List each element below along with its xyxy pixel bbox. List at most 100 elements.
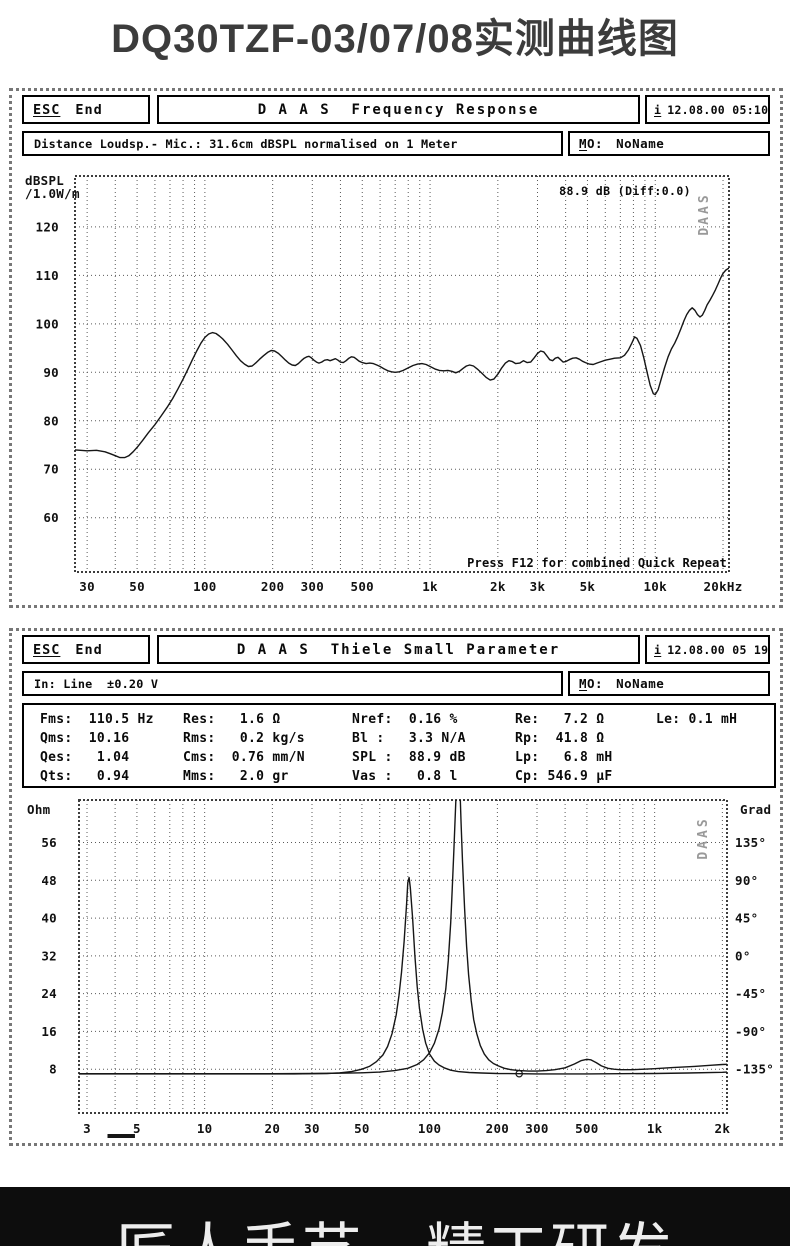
ts-param-cell: Qms: 10.16: [40, 731, 130, 746]
x-axis-tick-label: 10k: [643, 579, 667, 594]
plot-frame: [74, 175, 730, 573]
x-axis-tick-label: 300: [301, 579, 324, 594]
y-axis-tick-label: 48: [41, 873, 57, 888]
ts-input-level: In: Line ±0.20 V: [22, 671, 563, 696]
ts-param-cell: [656, 729, 774, 748]
ts-input-level-text: In: Line ±0.20 V: [34, 676, 159, 691]
y2-axis-unit-label: Grad: [740, 802, 771, 817]
footer-banner-text: 匠人手艺，精工研发: [0, 1187, 790, 1246]
x-axis-tick-label: 3: [83, 1121, 91, 1136]
y2-axis-tick-label: 135°: [735, 835, 766, 850]
daas-logo: DAAS: [696, 816, 711, 860]
fr-measure-subtitle: Distance Loudsp.- Mic.: 31.6cm dBSPL nor…: [22, 131, 563, 156]
impedance-curve-free-air: [79, 800, 727, 1075]
y2-axis-tick-label: 90°: [735, 873, 758, 888]
x-axis-tick-label: 30: [304, 1121, 320, 1136]
page-title: DQ30TZF-03/07/08实测曲线图: [111, 17, 679, 61]
y2-axis-tick-label: 0°: [735, 948, 751, 963]
y-axis-tick-label: 24: [41, 986, 57, 1001]
x-axis-tick-label: 2k: [490, 579, 506, 594]
end-key-label[interactable]: End: [75, 101, 103, 118]
ts-param-cell: Lp: 6.8 mH: [515, 750, 613, 765]
ts-param-cell: Rms: 0.2 kg/s: [183, 731, 305, 746]
ts-param-cell: Vas : 0.8 l: [352, 769, 458, 784]
y-axis-tick-label: 40: [41, 911, 57, 926]
ts-datetime: 12.08.00 05 19: [667, 642, 769, 657]
x-axis-tick-label: 5k: [580, 579, 596, 594]
ts-window-title: D A A S Thiele Small Parameter: [157, 635, 640, 664]
x-axis-tick-label: 100: [193, 579, 216, 594]
y-axis-tick-label: 8: [49, 1062, 57, 1077]
ts-param-cell: Nref: 0.16 %: [352, 712, 458, 727]
ts-mo-field[interactable]: MO: NoName: [568, 671, 770, 696]
ts-param-cell: Mms: 2.0 gr: [183, 769, 289, 784]
y-axis-tick-label: 90: [43, 365, 59, 380]
esc-end-button[interactable]: ESC End: [22, 95, 150, 124]
ts-param-row: Qms: 10.16 Rms: 0.2 kg/s Bl : 3.3 N/A Rp: 4…: [40, 729, 774, 748]
fr-window-title-text: D A A S Frequency Response: [257, 101, 540, 118]
ts-param-row: Qes: 1.04 Cms: 0.76 mm/N SPL : 88.9 dB Lp: …: [40, 748, 774, 767]
x-axis-tick-label: 20: [265, 1121, 281, 1136]
y-axis-unit-label: Ohm: [27, 802, 51, 817]
ts-param-cell: Rp: 41.8 Ω: [515, 731, 605, 746]
cursor-marker: [515, 1069, 523, 1078]
ts-param-cell: Re: 7.2 Ω: [515, 712, 605, 727]
end-key-label[interactable]: End: [75, 641, 103, 658]
x-axis-tick-label: 100: [418, 1121, 441, 1136]
y-axis-tick-label: 120: [36, 219, 59, 234]
ts-parameters-table: Fms: 110.5 Hz Res: 1.6 Ω Nref: 0.16 % Re: 7…: [22, 703, 776, 788]
ts-param-cell: Cms: 0.76 mm/N: [183, 750, 305, 765]
x-axis-tick-label: 10: [197, 1121, 213, 1136]
spl-curve: [75, 267, 729, 459]
mo-value: NoName: [616, 676, 665, 691]
x-axis-tick-label: 200: [486, 1121, 509, 1136]
ts-param-cell: [656, 767, 774, 786]
x-axis-tick-label: 50: [354, 1121, 370, 1136]
fr-mo-field[interactable]: MO: NoName: [568, 131, 770, 156]
esc-end-button[interactable]: ESC End: [22, 635, 150, 664]
x-axis-tick-label: 50: [129, 579, 145, 594]
y-axis-tick-label: 32: [41, 948, 57, 963]
fr-info-datetime: i 12.08.00 05:10: [645, 95, 770, 124]
info-i-key[interactable]: i: [654, 102, 662, 117]
info-i-key[interactable]: i: [654, 642, 662, 657]
esc-key-label[interactable]: ESC: [33, 641, 61, 658]
x-axis-tick-label: 500: [351, 579, 374, 594]
ts-window-title-text: D A A S Thiele Small Parameter: [236, 641, 561, 658]
daas-logo: DAAS: [697, 192, 712, 236]
x-axis-tick-label: 500: [575, 1121, 598, 1136]
grid-lines: [75, 176, 729, 572]
axis-cursor-underline: [107, 1134, 135, 1138]
fr-measure-subtitle-text: Distance Loudsp.- Mic.: 31.6cm dBSPL nor…: [34, 136, 458, 151]
ts-param-cell: Qts: 0.94: [40, 769, 130, 784]
grid-lines: [79, 800, 727, 1113]
fr-datetime: 12.08.00 05:10: [667, 102, 769, 117]
ts-info-datetime: i 12.08.00 05 19: [645, 635, 770, 664]
f12-hint-text: Press F12 for combined Quick Repeat: [467, 556, 727, 570]
y-axis-unit-label: /1.0W/m: [25, 186, 80, 201]
y2-axis-tick-label: -90°: [735, 1024, 766, 1039]
y2-axis-tick-label: -45°: [735, 986, 766, 1001]
x-axis-tick-label: 200: [261, 579, 284, 594]
x-axis-tick-label: 300: [525, 1121, 548, 1136]
x-axis-tick-label: 1k: [647, 1121, 663, 1136]
ts-param-cell: Bl : 3.3 N/A: [352, 731, 466, 746]
esc-key-label[interactable]: ESC: [33, 101, 61, 118]
ts-param-row: Fms: 110.5 Hz Res: 1.6 Ω Nref: 0.16 % Re: 7…: [40, 710, 774, 729]
y2-axis-tick-label: 45°: [735, 911, 758, 926]
y-axis-tick-label: 56: [41, 835, 57, 850]
y-axis-unit-label: dBSPL: [25, 173, 64, 188]
impedance-curve-added-mass: [79, 876, 727, 1075]
mo-label: MO:: [579, 676, 604, 691]
x-axis-tick-label: 20kHz: [703, 579, 742, 594]
x-axis-tick-label: 3k: [530, 579, 546, 594]
x-axis-tick-label: 2k: [715, 1121, 731, 1136]
ts-param-cell: Cp: 546.9 µF: [515, 769, 613, 784]
y-axis-tick-label: 80: [43, 413, 59, 428]
ts-param-cell: Fms: 110.5 Hz: [40, 712, 154, 727]
x-axis-tick-label: 30: [79, 579, 95, 594]
x-axis-tick-label: 5: [133, 1121, 141, 1136]
plot-frame: [78, 799, 728, 1114]
impedance-chart: 56 48 40 32 24 16 8 135° 90° 45° 0° -45° -90° -135° 3 5…: [27, 799, 774, 1138]
